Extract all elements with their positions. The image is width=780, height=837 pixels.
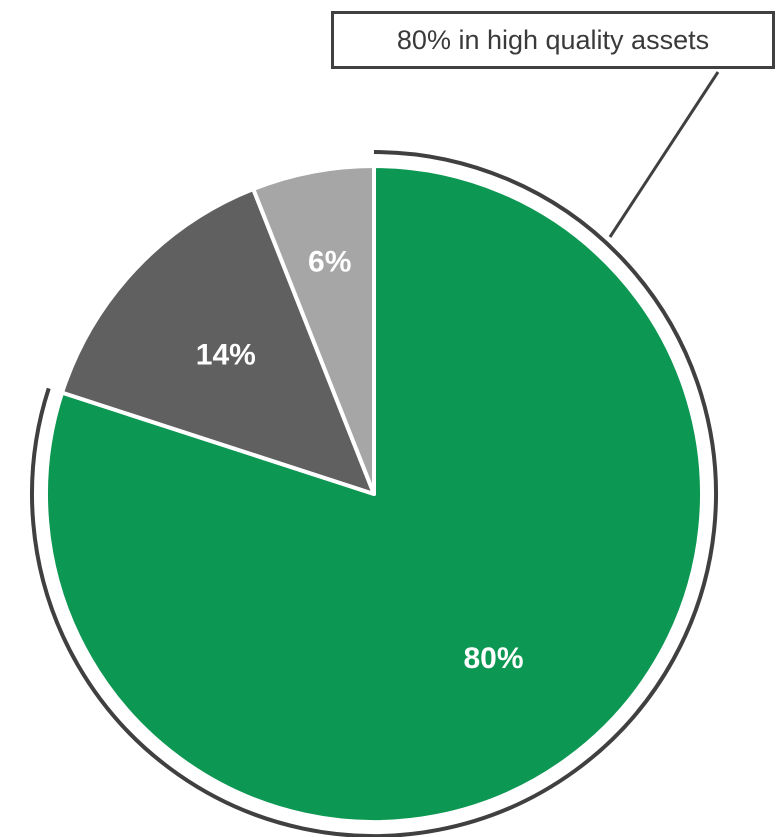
pie-slices [44,164,704,824]
slice-value-label: 14% [196,338,256,371]
slice-value-label: 6% [308,246,351,279]
slice-value-label: 80% [463,642,523,675]
callout-annotation: 80% in high quality assets [331,11,775,69]
pie-slice [60,187,376,496]
slice-labels: 80% 14% 6% [196,246,524,676]
pie-slice [251,164,376,496]
callout-leader-line [608,71,720,238]
pie-slice [44,164,704,824]
highlight-ring [30,150,719,837]
